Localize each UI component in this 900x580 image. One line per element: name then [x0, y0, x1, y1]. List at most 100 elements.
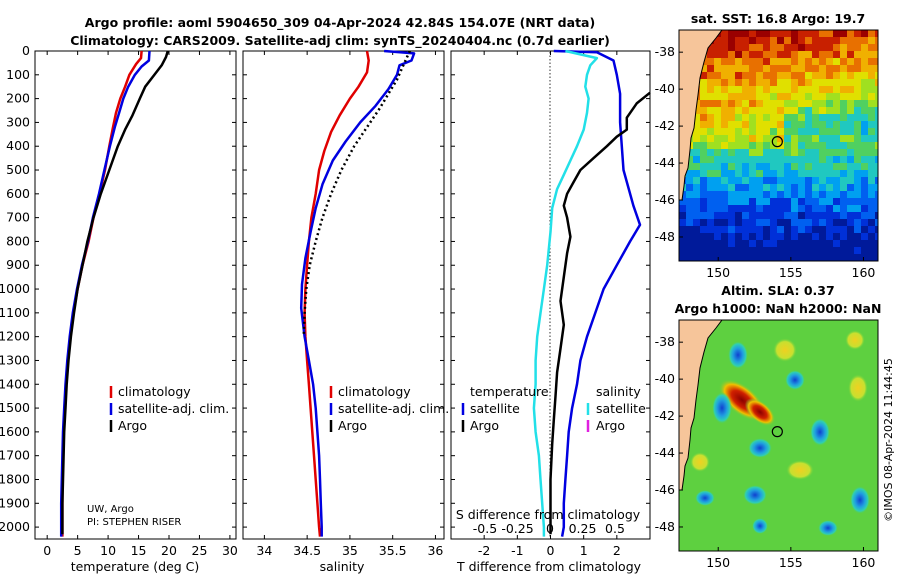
- sst-cell: [819, 44, 827, 52]
- sst-cell: [798, 121, 806, 129]
- sst-cell: [840, 30, 848, 38]
- sst-cell: [763, 198, 771, 206]
- sst-cell: [812, 128, 820, 136]
- sst-cell: [756, 135, 764, 143]
- sst-cell: [742, 233, 750, 241]
- figure-title-line2: Climatology: CARS2009. Satellite-adj cli…: [70, 33, 610, 49]
- legend-climatology-label: climatology: [338, 384, 411, 399]
- sst-cell: [721, 233, 729, 241]
- sst-cell: [840, 135, 848, 143]
- sst-cell: [735, 107, 743, 115]
- sst-cell: [777, 86, 785, 94]
- sst-cell: [756, 114, 764, 122]
- sst-cell: [854, 177, 862, 185]
- sst-cell: [819, 156, 827, 164]
- sla-anomaly: [818, 520, 838, 536]
- sst-cell: [721, 44, 729, 52]
- sst-cell: [728, 205, 736, 213]
- sst-cell: [749, 247, 757, 255]
- salinity-difference-ticks: -0.5 -0.25 0 0.25 0.5: [473, 521, 625, 536]
- sst-cell: [770, 100, 778, 108]
- sst-cell: [875, 58, 878, 66]
- sst-cell: [742, 240, 750, 248]
- y-tick-label: 100: [6, 67, 30, 82]
- sst-cell: [791, 86, 799, 94]
- sst-cell: [798, 93, 806, 101]
- sst-cell: [770, 65, 778, 73]
- sst-cell: [812, 233, 820, 241]
- sst-cell: [812, 149, 820, 157]
- sst-cell: [805, 86, 813, 94]
- sst-cell: [700, 240, 708, 248]
- sst-cell: [875, 177, 878, 185]
- sst-cell: [798, 65, 806, 73]
- sst-cell: [735, 247, 743, 255]
- sst-cell: [777, 128, 785, 136]
- sst-cell: [826, 212, 834, 220]
- sst-cell: [798, 247, 806, 255]
- sst-cell: [728, 163, 736, 171]
- coastline-land: [679, 30, 723, 201]
- sst-cell: [861, 163, 869, 171]
- x-tick-label: 5: [74, 543, 82, 558]
- sst-cell: [812, 142, 820, 150]
- sst-cell: [847, 184, 855, 192]
- sst-cell: [770, 219, 778, 227]
- sst-cell: [742, 93, 750, 101]
- sst-cell: [833, 226, 841, 234]
- sst-cell: [756, 219, 764, 227]
- sst-cell: [763, 65, 771, 73]
- sst-cell: [714, 37, 722, 45]
- sst-cell: [735, 142, 743, 150]
- sst-cell: [868, 247, 876, 255]
- sst-cell: [840, 72, 848, 80]
- sst-cell: [854, 233, 862, 241]
- sst-cell: [812, 37, 820, 45]
- sst-cell: [714, 191, 722, 199]
- sst-cell: [714, 44, 722, 52]
- sst-cell: [728, 212, 736, 220]
- sst-cell: [749, 100, 757, 108]
- sst-cell: [707, 72, 715, 80]
- sst-cell: [805, 247, 813, 255]
- y-tick-label: 800: [6, 233, 30, 248]
- sla-anomaly: [848, 374, 868, 402]
- map-y-tick-label: -38: [655, 334, 675, 349]
- sst-cell: [798, 72, 806, 80]
- sst-cell: [784, 135, 792, 143]
- sst-cell: [833, 121, 841, 129]
- sst-cell: [875, 142, 878, 150]
- sst-cell: [819, 205, 827, 213]
- sst-cell: [728, 44, 736, 52]
- sst-cell: [728, 30, 736, 38]
- sst-cell: [763, 86, 771, 94]
- sst-cell: [826, 93, 834, 101]
- sla-map-frame: [678, 319, 879, 552]
- sst-cell: [707, 233, 715, 241]
- sst-cell: [770, 30, 778, 38]
- sst-cell: [847, 100, 855, 108]
- map-y-tick-label: -48: [655, 519, 675, 534]
- temperature-legend: climatology satellite-adj. clim. Argo: [109, 384, 229, 433]
- sst-cell: [693, 233, 701, 241]
- sst-cell: [826, 247, 834, 255]
- map-x-tick-label: 155: [779, 555, 803, 570]
- sst-cell: [728, 170, 736, 178]
- sst-cell: [805, 149, 813, 157]
- legend-satellite-label: satellite-adj. clim.: [338, 401, 449, 416]
- sst-cell: [721, 58, 729, 66]
- sst-cell: [735, 114, 743, 122]
- sst-cell: [833, 44, 841, 52]
- sst-cell: [812, 79, 820, 87]
- sst-cell: [805, 191, 813, 199]
- sst-cell: [770, 44, 778, 52]
- sst-cell: [826, 170, 834, 178]
- sst-cell: [742, 247, 750, 255]
- map-y-tick-label: -42: [655, 408, 675, 423]
- sst-cell: [700, 254, 708, 261]
- sst-cell: [763, 58, 771, 66]
- sst-cell: [833, 128, 841, 136]
- sst-cell: [868, 128, 876, 136]
- sst-cell: [749, 86, 757, 94]
- sst-cell: [756, 156, 764, 164]
